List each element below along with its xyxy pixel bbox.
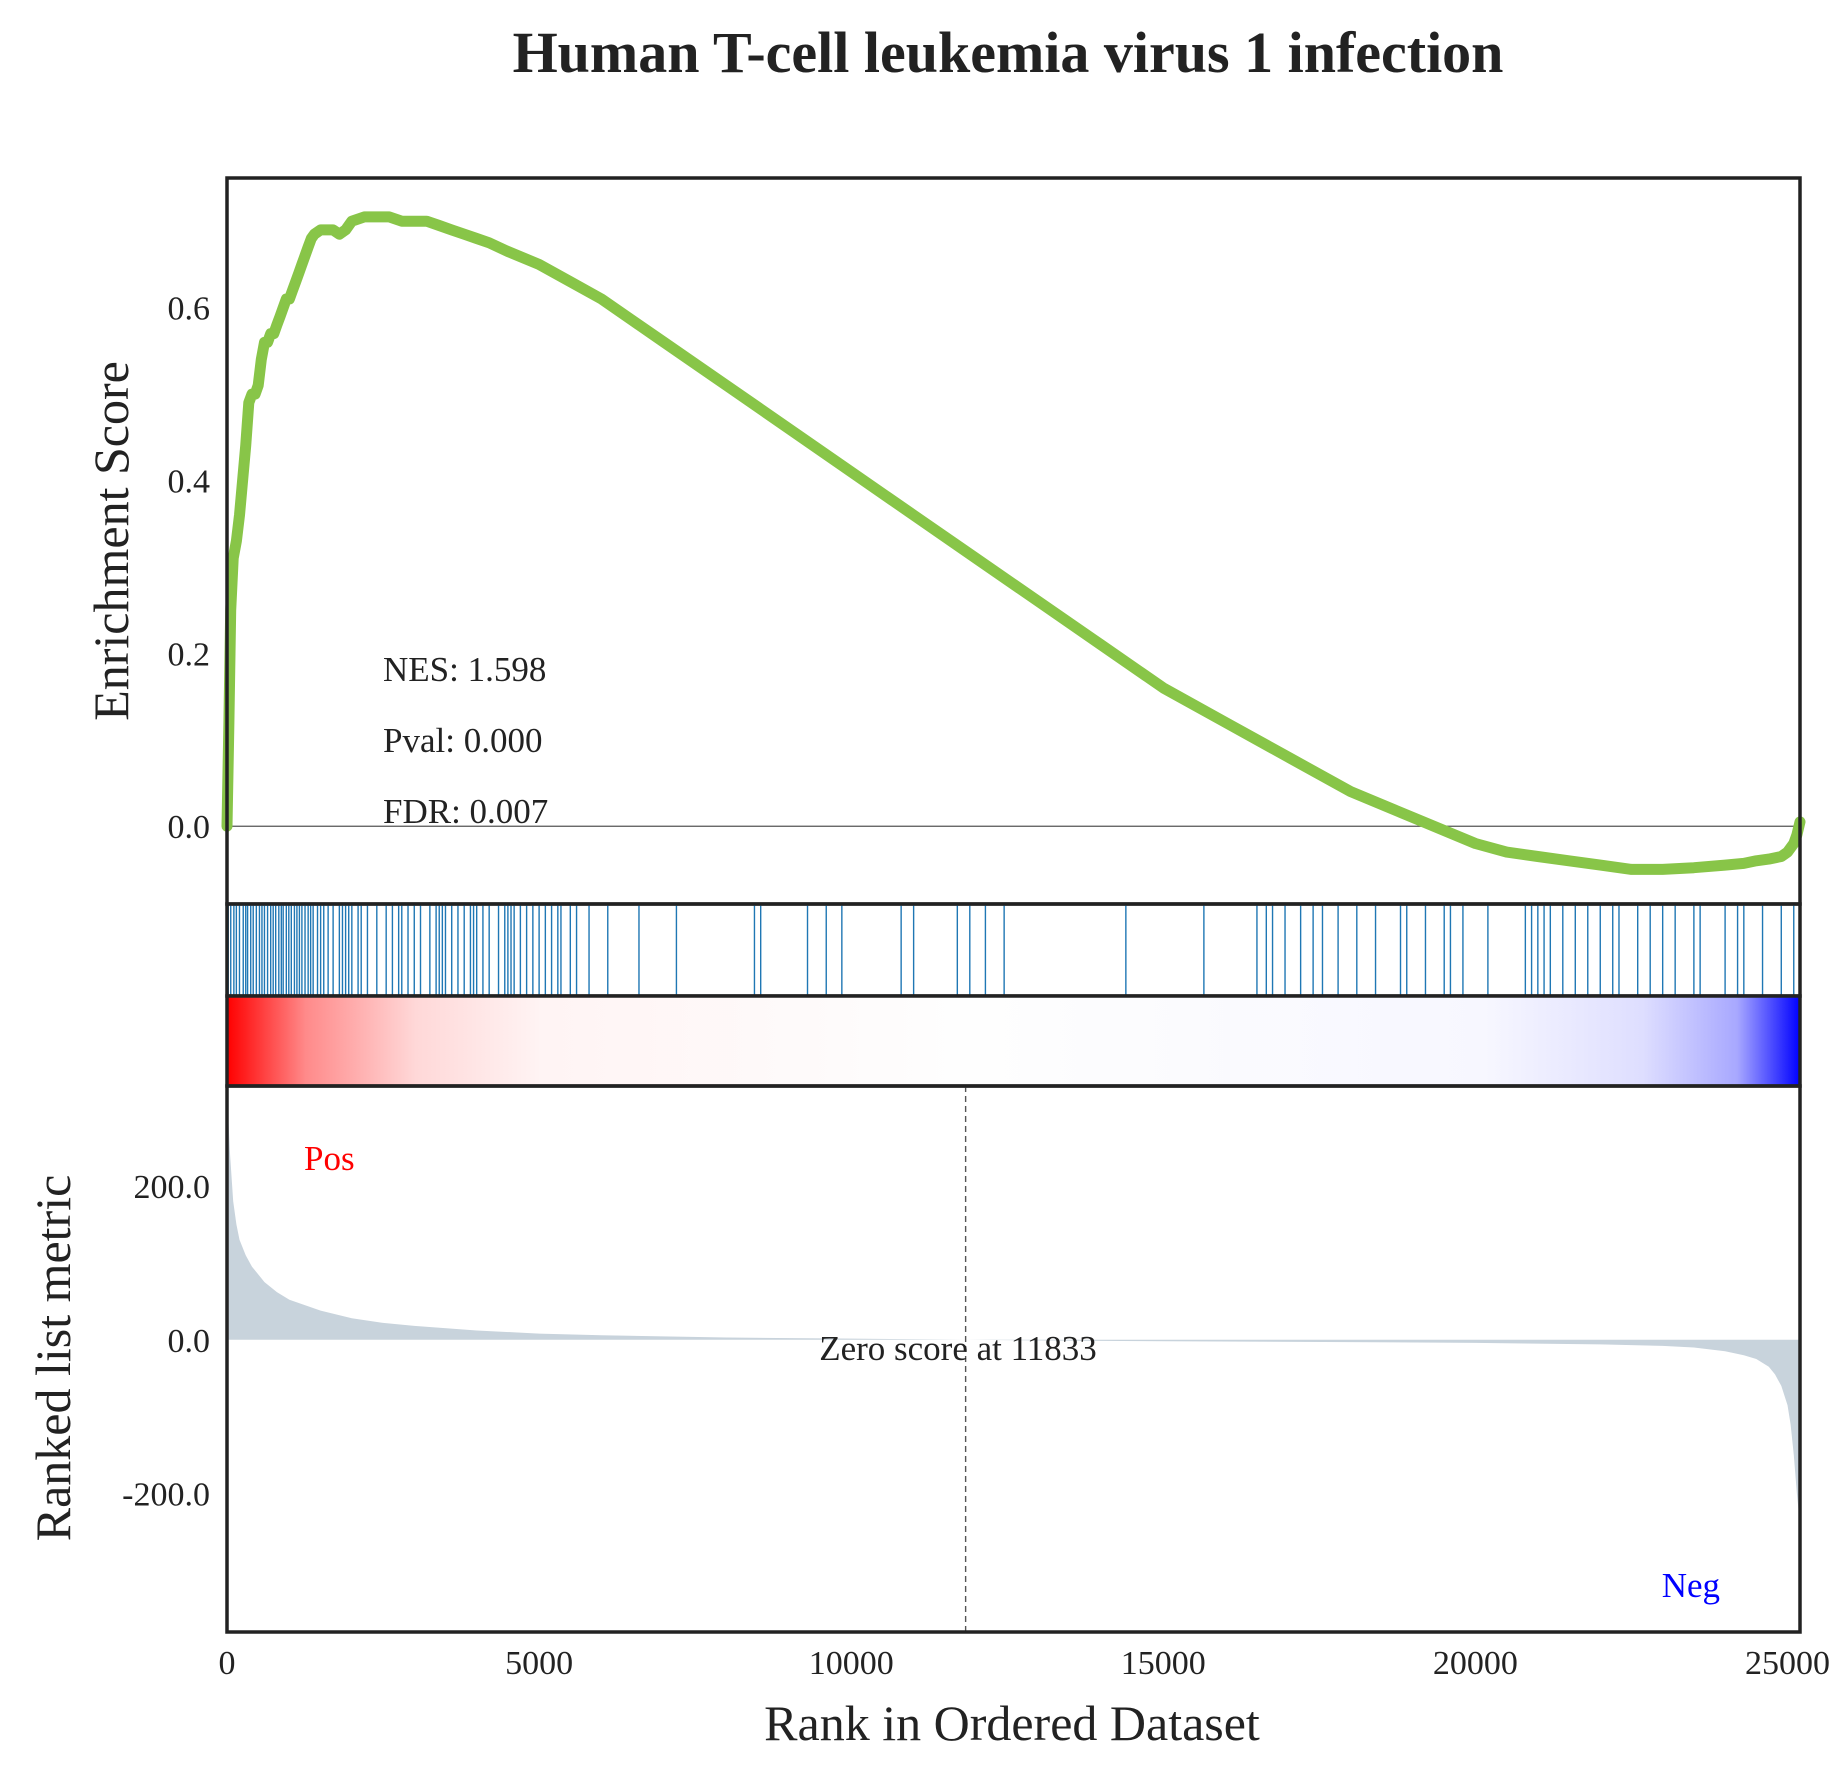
es-y-tick-label: 0.4	[168, 464, 211, 501]
es-y-axis-label: Enrichment Score	[83, 361, 139, 721]
x-tick-label: 0	[219, 1645, 236, 1682]
enrichment-score-panel: 0.0 0.2 0.4 0.6 NES: 1.598 Pval: 0.000 FDR:…	[168, 176, 1806, 906]
gene-hits-panel	[225, 902, 1802, 998]
pos-label: Pos	[304, 1139, 355, 1178]
neg-label: Neg	[1662, 1566, 1720, 1605]
x-axis-ticks: 0 5000 10000 15000 20000 25000	[219, 1645, 1831, 1682]
x-axis-label: Rank in Ordered Dataset	[764, 1695, 1260, 1751]
hits-frame	[225, 902, 1802, 998]
metric-y-tick-label: 200.0	[134, 1169, 211, 1206]
metric-y-tick-label: -200.0	[122, 1477, 210, 1514]
enrichment-score-line	[221, 211, 1806, 875]
x-tick-label: 15000	[1121, 1645, 1206, 1682]
ranked-metric-area	[227, 1101, 1800, 1525]
metric-frame	[225, 1084, 1802, 1634]
ranked-metric-panel: 200.0 0.0 -200.0 Zero score at 11833 Pos N…	[122, 1084, 1802, 1634]
x-tick-label: 20000	[1433, 1645, 1518, 1682]
pval-stat: Pval: 0.000	[383, 721, 542, 760]
metric-y-tick-label: 0.0	[168, 1323, 211, 1360]
zero-score-label: Zero score at 11833	[819, 1329, 1097, 1368]
x-tick-label: 25000	[1745, 1645, 1830, 1682]
rank-gradient-bar	[227, 996, 1800, 1086]
fdr-stat: FDR: 0.007	[383, 792, 548, 831]
nes-stat: NES: 1.598	[383, 650, 546, 689]
chart-title: Human T-cell leukemia virus 1 infection	[513, 20, 1504, 85]
es-y-ticks: 0.0 0.2 0.4 0.6	[168, 291, 211, 847]
metric-y-axis-label: Ranked list metric	[25, 1175, 81, 1542]
x-tick-label: 10000	[809, 1645, 894, 1682]
es-y-tick-label: 0.6	[168, 291, 211, 328]
x-tick-label: 5000	[505, 1645, 573, 1682]
es-y-tick-label: 0.2	[168, 636, 211, 673]
hit-lines	[227, 904, 1795, 996]
es-y-tick-label: 0.0	[168, 809, 211, 846]
rank-gradient-panel	[225, 994, 1802, 1088]
metric-y-ticks: 200.0 0.0 -200.0	[122, 1169, 210, 1514]
